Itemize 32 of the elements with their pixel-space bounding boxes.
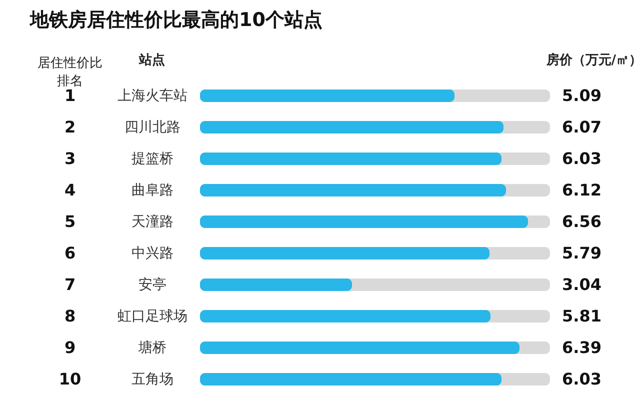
chart-title: 地铁房居住性价比最高的10个站点 [29,9,322,31]
data-label: 6.03 [562,369,602,388]
text: 8 [64,306,76,326]
text: 3 [64,148,76,168]
data-label: 5.79 [562,243,602,262]
y-axis-title: 站点 [138,52,165,68]
text: 7 [64,274,76,294]
y-tick-label: 上海火车站 [118,88,188,104]
y-tick-label: 安亭 [138,276,166,293]
y-tick-label: 虹口足球场 [118,308,188,324]
y-tick-label: 天潼路 [132,214,174,230]
data-label: 5.81 [562,306,602,326]
text: 6 [64,243,76,262]
text: 10 [58,369,82,388]
text: 2 [64,117,76,136]
data-label: 3.04 [562,274,602,294]
y-tick-label: 四川北路 [124,119,180,136]
text: 4 [64,180,76,200]
data-label: 6.12 [562,180,602,200]
data-label: 6.39 [562,338,602,357]
y-tick-label: 提篮桥 [132,150,174,167]
data-label: 6.07 [562,117,602,136]
text: 5 [64,212,76,231]
y-tick-label: 五角场 [132,371,174,388]
x-axis-title: 房价（万元/㎡） [545,52,640,68]
data-label: 6.03 [562,148,602,168]
y-tick-label: 曲阜路 [132,182,174,198]
y-tick-label: 中兴路 [132,245,174,262]
data-label: 5.09 [562,86,602,105]
y-tick-label: 塘桥 [138,340,166,356]
data-label: 6.56 [562,212,602,231]
text: 9 [64,338,76,357]
